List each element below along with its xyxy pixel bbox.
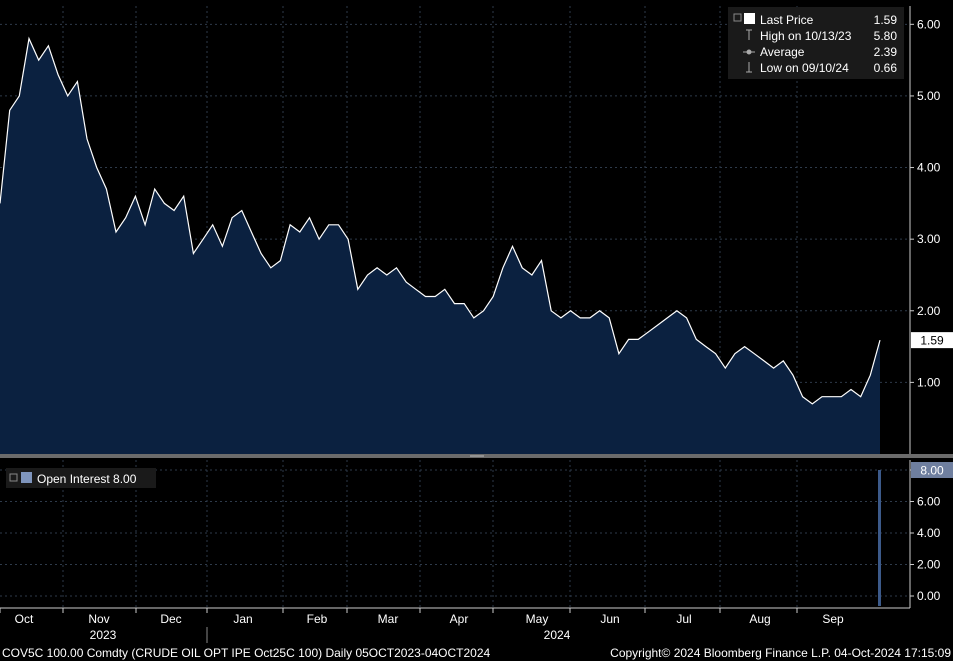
- y-tick-label: 1.00: [917, 375, 941, 389]
- price-legend: Last Price 1.59 High on 10/13/23 5.80 Av…: [728, 7, 904, 79]
- open-interest-panel: 6.00 4.00 2.00 0.00 Open Interest 8.00 8.00: [0, 460, 953, 608]
- y-tick-label: 6.00: [917, 17, 941, 31]
- x-year-label: 2024: [544, 628, 571, 642]
- oi-y-tick-label: 2.00: [917, 558, 941, 572]
- square-icon: [744, 13, 755, 24]
- x-tick-label: Mar: [378, 612, 399, 626]
- x-tick-label: Jan: [233, 612, 252, 626]
- oi-y-tick-label: 6.00: [917, 495, 941, 509]
- x-tick-label: May: [526, 612, 549, 626]
- x-tick-label: Sep: [822, 612, 844, 626]
- x-tick-label: Feb: [307, 612, 328, 626]
- legend-low-label: Low on 09/10/24: [760, 61, 849, 75]
- legend-high-label: High on 10/13/23: [760, 29, 852, 43]
- x-tick-label: Dec: [160, 612, 181, 626]
- last-price-tag-text: 1.59: [920, 334, 944, 348]
- legend-last-price-value: 1.59: [874, 13, 898, 27]
- oi-bars: [878, 470, 881, 606]
- footer-copyright: Copyright© 2024 Bloomberg Finance L.P. 0…: [610, 646, 951, 660]
- x-tick-label: Jul: [676, 612, 691, 626]
- price-panel: 6.00 5.00 4.00 3.00 2.00 1.00 1.59 Last Price…: [0, 6, 953, 454]
- price-line: [0, 36, 881, 405]
- oi-y-tick-label: 0.00: [917, 589, 941, 603]
- low-marker-icon: [746, 62, 752, 73]
- y-tick-label: 5.00: [917, 89, 941, 103]
- legend-average-value: 2.39: [874, 45, 898, 59]
- square-icon: [21, 472, 32, 483]
- footer-security-description: COV5C 100.00 Comdty (CRUDE OIL OPT IPE O…: [2, 646, 491, 660]
- price-y-axis: 6.00 5.00 4.00 3.00 2.00 1.00: [910, 17, 941, 389]
- x-tick-label: Oct: [15, 612, 34, 626]
- oi-legend: Open Interest 8.00: [6, 468, 156, 488]
- legend-last-price-label: Last Price: [760, 13, 814, 27]
- collapse-icon[interactable]: [733, 13, 742, 22]
- x-tick-label: Nov: [88, 612, 109, 626]
- x-axis: Oct Nov Dec Jan Feb Mar Apr May Jun Jul Aug Sep 2023…: [0, 608, 844, 642]
- oi-legend-background: [6, 468, 156, 488]
- oi-tag-text: 8.00: [920, 464, 944, 478]
- x-tick-label: Apr: [450, 612, 469, 626]
- legend-background: [728, 7, 904, 79]
- y-tick-label: 4.00: [917, 161, 941, 175]
- x-year-label: 2023: [90, 628, 117, 642]
- high-marker-icon: [746, 29, 752, 40]
- last-price-tag: 1.59: [911, 332, 953, 349]
- oi-bar: [878, 470, 881, 606]
- y-tick-label: 3.00: [917, 232, 941, 246]
- price-area: [0, 38, 880, 454]
- legend-average-label: Average: [760, 45, 805, 59]
- x-tick-label: Aug: [749, 612, 770, 626]
- collapse-icon[interactable]: [9, 473, 18, 482]
- legend-high-value: 5.80: [874, 29, 898, 43]
- oi-y-tick-label: 4.00: [917, 526, 941, 540]
- legend-low-value: 0.66: [874, 61, 898, 75]
- oi-tag: 8.00: [911, 462, 953, 478]
- y-tick-label: 2.00: [917, 304, 941, 318]
- oi-legend-label: Open Interest 8.00: [37, 472, 137, 486]
- average-marker-icon: [743, 49, 755, 55]
- oi-y-axis: 6.00 4.00 2.00 0.00: [910, 469, 941, 603]
- x-tick-label: Jun: [600, 612, 619, 626]
